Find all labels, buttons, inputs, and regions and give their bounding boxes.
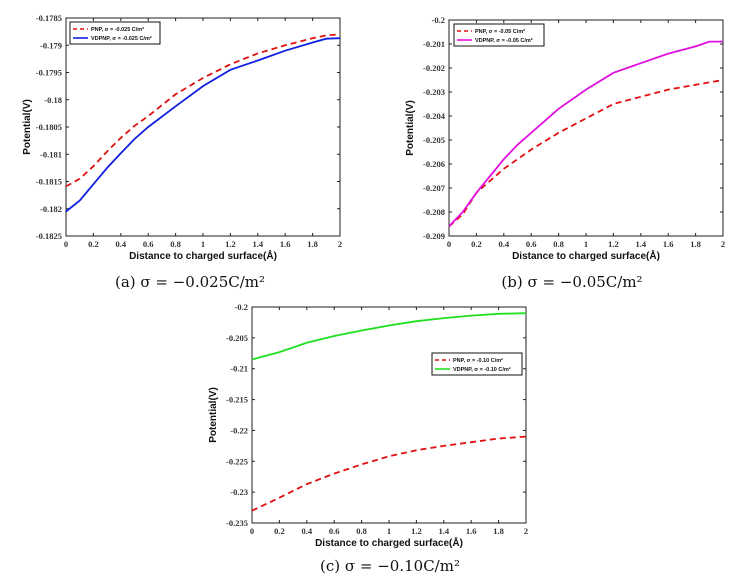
chart-c: 0 0.2 0.4 0.6 0.8 1 1.2 1.4 1.6 1.8 2 -0.235 -0.23 -0… — [208, 302, 528, 575]
x-axis-label: Distance to charged surface(Å) — [512, 249, 660, 262]
series-line-vdpnp — [65, 37, 341, 213]
y-tick-label: -0.215 — [226, 395, 248, 405]
y-tick-label: -0.21 — [230, 364, 248, 374]
y-tick-label: -0.179 — [40, 40, 62, 50]
y-tick-label: -0.202 — [423, 63, 445, 73]
y-tick-label: -0.1795 — [36, 68, 62, 78]
x-tick-label: 1.4 — [252, 239, 263, 249]
y-axis-label: Potential(V) — [405, 100, 416, 156]
y-tick-label: -0.1825 — [36, 231, 62, 241]
y-tick-label: -0.203 — [423, 87, 445, 97]
y-tick-label: -0.1815 — [36, 177, 62, 187]
y-axis-label: Potential(V) — [22, 99, 33, 155]
y-tick-label: -0.23 — [230, 487, 248, 497]
x-tick-label: 2 — [524, 526, 528, 536]
y-tick-label: -0.204 — [423, 111, 446, 121]
y-axis-label: Potential(V) — [208, 387, 219, 443]
legend: PNP, σ = -0.025 C/m² VDPNP, σ = -0.025 C/… — [69, 21, 161, 45]
series-line-vdpnp — [448, 40, 723, 228]
y-tick-label: -0.181 — [40, 149, 62, 159]
series-line-pnp — [65, 33, 341, 188]
x-tick-label: 0 — [64, 239, 68, 249]
y-tick-label: -0.205 — [423, 135, 445, 145]
x-tick-label: 1 — [584, 239, 588, 249]
x-axis-label: Distance to charged surface(Å) — [315, 536, 463, 549]
x-tick-label: 0.8 — [356, 526, 367, 536]
legend-box — [431, 352, 523, 376]
x-tick-label: 0 — [447, 239, 451, 249]
x-tick-label: 1.2 — [225, 239, 236, 249]
legend: PNP, σ = -0.05 C/m² VDPNP, σ = -0.05 C/m² — [453, 23, 545, 47]
plot-area — [251, 306, 527, 524]
x-tick-label: 0.4 — [115, 239, 126, 249]
legend-label: PNP, σ = -0.10 C/m² — [453, 357, 503, 364]
x-tick-label: 0.6 — [329, 526, 340, 536]
x-tick-label: 1.4 — [438, 526, 449, 536]
x-axis-label: Distance to charged surface(Å) — [129, 249, 277, 262]
series-line-pnp — [251, 435, 527, 512]
x-tick-label: 1.2 — [411, 526, 422, 536]
x-tick-label: 1.6 — [466, 526, 477, 536]
legend-label: PNP, σ = -0.05 C/m² — [475, 28, 525, 35]
y-tick-label: -0.208 — [423, 207, 445, 217]
x-tick-label: 1 — [387, 526, 391, 536]
y-tick-label: -0.182 — [40, 204, 62, 214]
x-tick-label: 1.8 — [493, 526, 504, 536]
legend: PNP, σ = -0.10 C/m² VDPNP, σ = -0.10 C/m² — [431, 352, 523, 376]
y-tick-label: -0.2 — [235, 302, 248, 312]
x-tick-label: 1.6 — [280, 239, 291, 249]
y-tick-label: -0.201 — [423, 39, 445, 49]
x-tick-label: 2 — [338, 239, 342, 249]
y-tick-label: -0.1785 — [36, 13, 62, 23]
y-tick-label: -0.18 — [44, 95, 62, 105]
series-line-pnp — [448, 79, 724, 228]
y-tick-label: -0.225 — [226, 456, 248, 466]
chart-a: 0 0.2 0.4 0.6 0.8 1 1.2 1.4 1.6 1.8 2 -0.1825 -0.182… — [22, 13, 342, 291]
x-tick-label: 1.4 — [635, 239, 646, 249]
legend-label: VDPNP, σ = -0.025 C/m² — [91, 35, 152, 42]
legend-label: VDPNP, σ = -0.05 C/m² — [475, 37, 533, 44]
x-tick-label: 1 — [201, 239, 205, 249]
x-tick-label: 0.2 — [471, 239, 482, 249]
chart-b: 0 0.2 0.4 0.6 0.8 1 1.2 1.4 1.6 1.8 2 -0.209 -0.208 -… — [405, 15, 725, 291]
x-tick-label: 0.6 — [526, 239, 537, 249]
x-tick-label: 0.4 — [301, 526, 312, 536]
subfigure-caption: (b) σ = −0.05C/m² — [501, 273, 642, 291]
x-tick-label: 0.2 — [88, 239, 99, 249]
x-tick-label: 0.8 — [553, 239, 564, 249]
x-tick-label: 1.8 — [307, 239, 318, 249]
subfigure-caption: (c) σ = −0.10C/m² — [320, 557, 460, 575]
x-tick-label: 0 — [250, 526, 254, 536]
legend-label: VDPNP, σ = -0.10 C/m² — [453, 366, 511, 373]
x-tick-label: 0.2 — [274, 526, 285, 536]
x-tick-label: 2 — [721, 239, 725, 249]
y-tick-label: -0.206 — [423, 159, 445, 169]
plot-area — [448, 19, 724, 237]
y-tick-label: -0.235 — [226, 518, 248, 528]
x-tick-label: 1.6 — [663, 239, 674, 249]
y-tick-label: -0.209 — [423, 231, 445, 241]
series-line-vdpnp — [251, 312, 527, 361]
x-tick-label: 1.8 — [690, 239, 701, 249]
y-tick-label: -0.205 — [226, 333, 248, 343]
legend-box — [453, 23, 545, 47]
y-tick-label: -0.207 — [423, 183, 446, 193]
x-tick-label: 1.2 — [608, 239, 619, 249]
legend-box — [69, 21, 161, 45]
x-tick-label: 0.6 — [143, 239, 154, 249]
x-tick-label: 0.8 — [170, 239, 181, 249]
subfigure-caption: (a) σ = −0.025C/m² — [115, 273, 265, 291]
legend-label: PNP, σ = -0.025 C/m² — [91, 26, 144, 33]
y-tick-label: -0.2 — [432, 15, 445, 25]
x-tick-label: 0.4 — [498, 239, 509, 249]
plot-area — [65, 17, 341, 237]
y-tick-label: -0.22 — [230, 425, 248, 435]
y-tick-label: -0.1805 — [36, 122, 62, 132]
